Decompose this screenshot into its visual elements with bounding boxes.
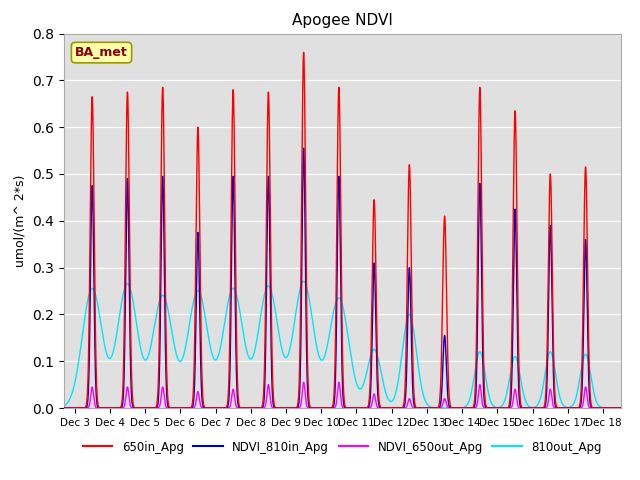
- 810out_Apg: [56, 405, 63, 410]
- NDVI_650out_Apg: [300, 379, 307, 385]
- 650in_Apg: [300, 49, 307, 55]
- NDVI_810in_Apg: [76, 405, 84, 411]
- 810out_Apg: [76, 348, 84, 353]
- NDVI_810in_Apg: [56, 405, 63, 411]
- NDVI_810in_Apg: [164, 401, 172, 407]
- NDVI_650out_Apg: [56, 405, 63, 411]
- NDVI_810in_Apg: [300, 145, 307, 151]
- Text: BA_met: BA_met: [75, 46, 128, 59]
- 810out_Apg: [617, 405, 625, 411]
- NDVI_810in_Apg: [587, 404, 595, 410]
- Title: Apogee NDVI: Apogee NDVI: [292, 13, 393, 28]
- NDVI_810in_Apg: [329, 405, 337, 410]
- 650in_Apg: [617, 405, 625, 411]
- NDVI_650out_Apg: [76, 405, 84, 411]
- NDVI_650out_Apg: [53, 405, 61, 411]
- NDVI_650out_Apg: [617, 405, 625, 411]
- 650in_Apg: [164, 390, 172, 396]
- NDVI_810in_Apg: [87, 257, 95, 263]
- 810out_Apg: [53, 405, 61, 411]
- NDVI_650out_Apg: [87, 393, 95, 399]
- 810out_Apg: [164, 304, 172, 310]
- Line: NDVI_650out_Apg: NDVI_650out_Apg: [57, 382, 621, 408]
- NDVI_650out_Apg: [329, 405, 337, 411]
- NDVI_810in_Apg: [617, 405, 625, 411]
- Line: NDVI_810in_Apg: NDVI_810in_Apg: [57, 148, 621, 408]
- 650in_Apg: [587, 400, 595, 406]
- 810out_Apg: [587, 373, 595, 379]
- Line: 650in_Apg: 650in_Apg: [57, 52, 621, 408]
- Y-axis label: umol/(m^ 2*s): umol/(m^ 2*s): [13, 175, 27, 267]
- 810out_Apg: [329, 313, 337, 319]
- 650in_Apg: [87, 176, 95, 182]
- 810out_Apg: [87, 287, 95, 293]
- NDVI_650out_Apg: [587, 405, 595, 411]
- 650in_Apg: [329, 403, 337, 409]
- Line: 810out_Apg: 810out_Apg: [57, 281, 621, 408]
- Legend: 650in_Apg, NDVI_810in_Apg, NDVI_650out_Apg, 810out_Apg: 650in_Apg, NDVI_810in_Apg, NDVI_650out_A…: [78, 436, 607, 458]
- NDVI_650out_Apg: [164, 405, 172, 411]
- 810out_Apg: [300, 278, 307, 284]
- NDVI_810in_Apg: [53, 405, 61, 411]
- 650in_Apg: [56, 405, 63, 411]
- 650in_Apg: [53, 405, 61, 411]
- 650in_Apg: [76, 405, 84, 411]
